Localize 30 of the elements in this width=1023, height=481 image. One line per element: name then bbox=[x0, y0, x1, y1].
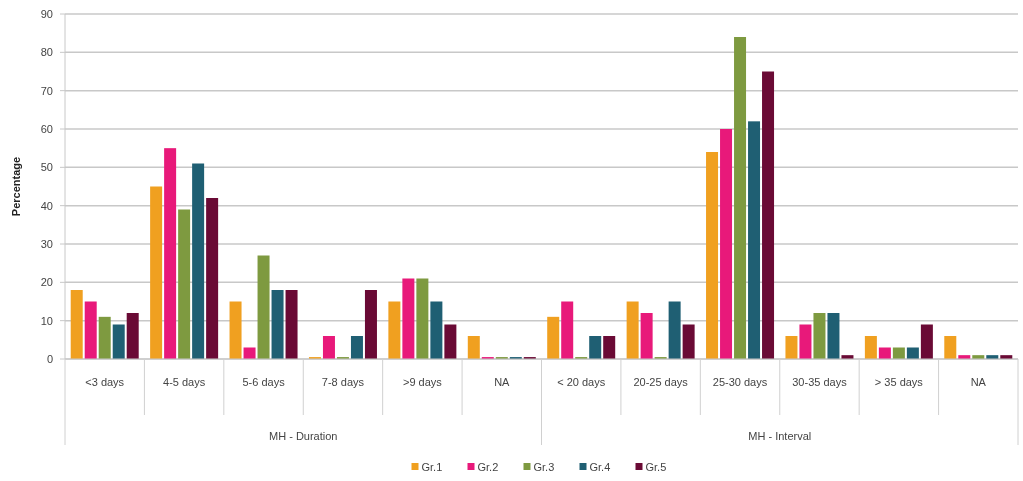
x-tick-label: NA bbox=[970, 376, 987, 388]
x-tick-label: > 35 days bbox=[874, 376, 924, 388]
x-tick-label: <3 days bbox=[85, 376, 125, 388]
text: MH - Duration bbox=[269, 430, 338, 442]
legend-label: Gr.4 bbox=[589, 460, 611, 473]
x-tick-label: 4-5 days bbox=[163, 376, 206, 388]
y-tick-label: 60 bbox=[40, 122, 53, 135]
text: MH - Interval bbox=[748, 430, 812, 442]
y-tick-label: 40 bbox=[40, 199, 53, 212]
legend-label: Gr.2 bbox=[477, 460, 499, 473]
x-tick-label: < 20 days bbox=[557, 376, 606, 388]
x-tick-label: NA bbox=[494, 376, 511, 388]
x-tick-label: 7-8 days bbox=[321, 376, 365, 388]
y-tick-label: 30 bbox=[40, 237, 53, 250]
x-tick-label: 5-6 days bbox=[242, 376, 286, 388]
y-tick-label: 80 bbox=[40, 46, 53, 59]
x-tick-label: 20-25 days bbox=[633, 376, 689, 388]
x-tick-label: 25-30 days bbox=[712, 376, 768, 388]
x-tick-label: >9 days bbox=[402, 376, 443, 388]
y-tick-label: 70 bbox=[40, 84, 53, 97]
y-tick-label: 90 bbox=[40, 7, 53, 20]
x-tick-label: 30-35 days bbox=[792, 376, 848, 388]
y-tick-label: 0 bbox=[46, 352, 53, 365]
y-tick-label: 10 bbox=[40, 314, 53, 327]
legend-label: Gr.1 bbox=[421, 460, 443, 473]
y-tick-label: 20 bbox=[40, 276, 53, 289]
y-axis-title: Percentage bbox=[10, 156, 22, 217]
y-tick-label: 50 bbox=[40, 161, 53, 174]
legend-label: Gr.3 bbox=[533, 460, 555, 473]
legend-label: Gr.5 bbox=[645, 460, 667, 473]
